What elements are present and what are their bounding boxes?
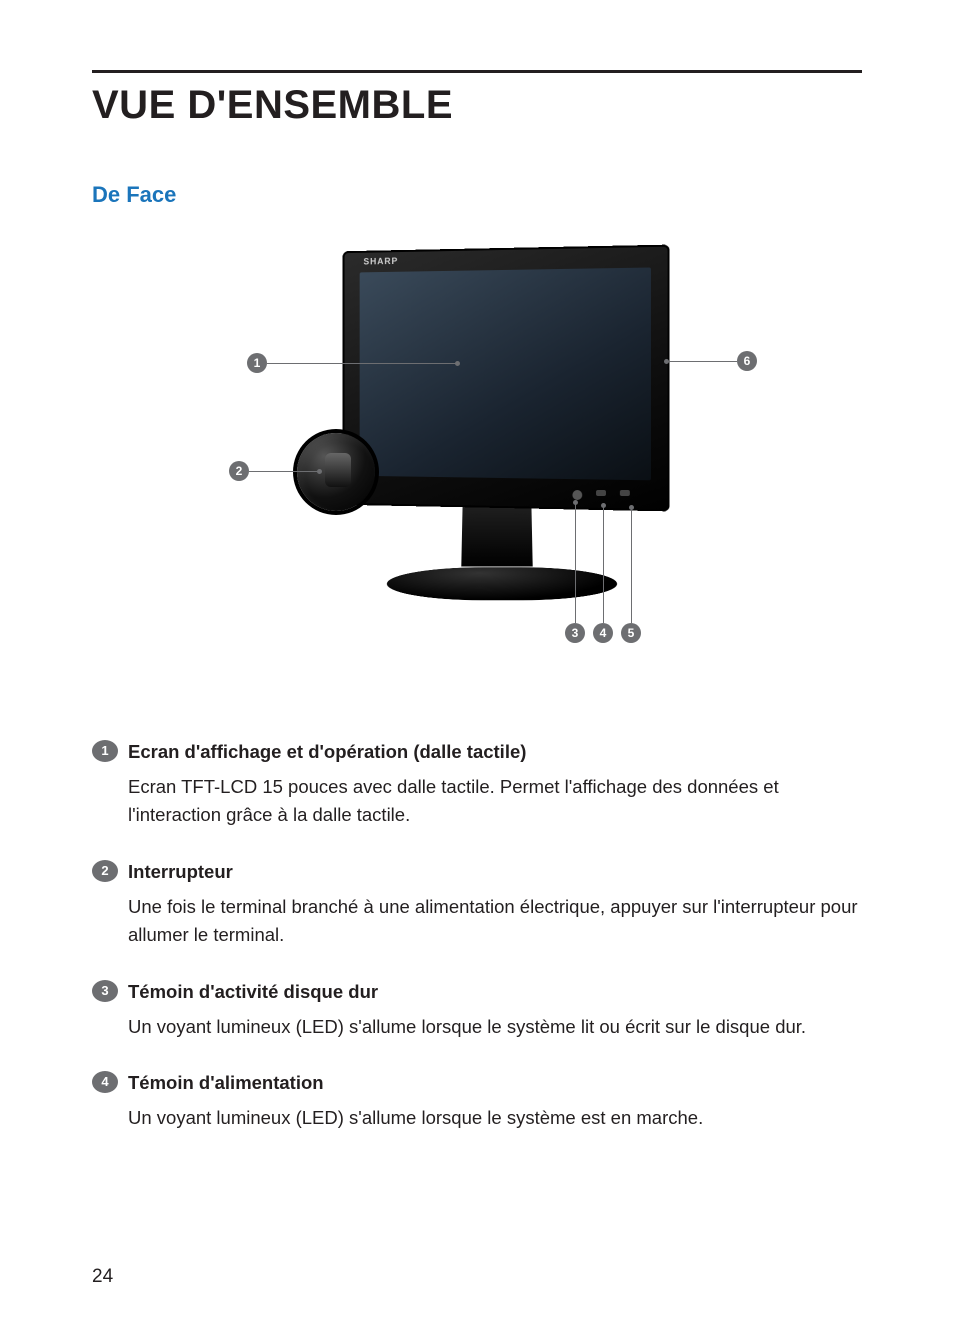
product-figure: SHARP 1 2 6 [177,238,777,658]
item-desc: Ecran TFT-LCD 15 pouces avec dalle tacti… [128,776,779,826]
leader-3-dot [573,500,578,505]
leader-2 [249,471,319,472]
list-item: 4 Témoin d'alimentation Un voyant lumine… [92,1069,862,1132]
section-subtitle: De Face [92,182,862,208]
item-title: Interrupteur [128,858,862,887]
item-desc: Une fois le terminal branché à une alime… [128,896,858,946]
monitor-stand-neck [461,501,532,567]
item-number: 4 [92,1071,118,1093]
leader-3 [575,503,576,623]
top-rule [92,70,862,73]
power-switch-cap [325,453,351,487]
front-led-3 [620,490,630,496]
leader-2-dot [317,469,322,474]
callout-descriptions: 1 Ecran d'affichage et d'opération (dall… [92,738,862,1133]
item-body: Interrupteur Une fois le terminal branch… [128,858,862,950]
leader-4-dot [601,503,606,508]
item-body: Témoin d'activité disque dur Un voyant l… [128,978,862,1041]
monitor-bezel: SHARP [343,245,670,512]
callout-5: 5 [621,623,641,643]
list-item: 3 Témoin d'activité disque dur Un voyant… [92,978,862,1041]
item-desc: Un voyant lumineux (LED) s'allume lorsqu… [128,1107,703,1128]
list-item: 2 Interrupteur Une fois le terminal bran… [92,858,862,950]
leader-4 [603,506,604,623]
item-title: Témoin d'activité disque dur [128,978,862,1007]
item-desc: Un voyant lumineux (LED) s'allume lorsqu… [128,1016,806,1037]
front-buttons [572,490,629,500]
item-title: Témoin d'alimentation [128,1069,862,1098]
leader-5 [631,508,632,623]
monitor-screen [360,267,651,480]
leader-6-dot [664,359,669,364]
leader-1 [267,363,457,364]
item-body: Ecran d'affichage et d'opération (dalle … [128,738,862,830]
monitor-stand-base [382,567,623,600]
callout-6: 6 [737,351,757,371]
leader-1-dot [455,361,460,366]
callout-4: 4 [593,623,613,643]
list-item: 1 Ecran d'affichage et d'opération (dall… [92,738,862,830]
item-number: 2 [92,860,118,882]
figure-container: SHARP 1 2 6 [92,238,862,658]
front-led-1 [572,490,582,500]
callout-2: 2 [229,461,249,481]
item-number: 1 [92,740,118,762]
front-led-2 [596,490,606,496]
callout-1: 1 [247,353,267,373]
leader-6 [667,361,737,362]
item-number: 3 [92,980,118,1002]
callout-3: 3 [565,623,585,643]
item-body: Témoin d'alimentation Un voyant lumineux… [128,1069,862,1132]
page-title: VUE D'ENSEMBLE [92,83,862,128]
page-number: 24 [92,1266,113,1288]
monitor-brand-label: SHARP [363,256,398,266]
leader-5-dot [629,505,634,510]
item-title: Ecran d'affichage et d'opération (dalle … [128,738,862,767]
